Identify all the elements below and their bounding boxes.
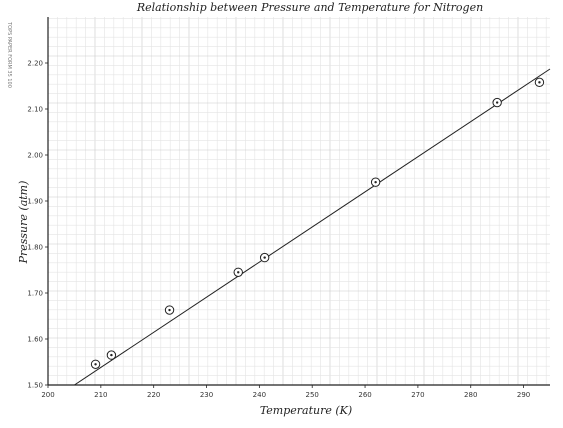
best-fit-line	[74, 68, 551, 386]
x-tick-label: 200	[41, 391, 54, 399]
data-point-dot	[495, 101, 499, 104]
x-tick-label: 270	[411, 391, 424, 399]
data-point-dot	[263, 256, 266, 259]
x-tick-label: 230	[200, 391, 213, 399]
x-tick-labels: 200 210 220 230 240 250 260 270 280 290	[41, 385, 530, 399]
data-point-dot	[110, 353, 113, 357]
y-axis-label: Pressure (atm)	[17, 181, 30, 265]
data-point	[492, 97, 502, 108]
paper-side-note: TOPS PAPER FORM 35 100	[6, 21, 12, 88]
x-tick-label: 250	[306, 391, 319, 399]
data-point-dot	[237, 271, 240, 274]
data-point	[164, 305, 175, 315]
x-tick-label: 290	[517, 391, 530, 399]
graph-paper-grid	[47, 17, 550, 386]
y-tick-labels: 1.50 1.60 1.70 1.80 1.90 2.00 2.10 2.20	[27, 60, 48, 390]
y-tick-label: 2.10	[27, 106, 43, 114]
x-tick-label: 220	[147, 391, 160, 399]
data-point-dot	[374, 180, 377, 184]
fit-line-group	[74, 68, 551, 386]
data-point-dot	[538, 81, 541, 84]
x-axis-label: Temperature (K)	[260, 404, 352, 417]
data-points	[90, 77, 545, 369]
data-point	[90, 359, 101, 369]
y-tick-label: 1.70	[27, 290, 43, 298]
y-tick-label: 2.20	[27, 60, 43, 68]
chart-title: Relationship between Pressure and Temper…	[136, 1, 483, 14]
y-tick-label: 1.90	[27, 198, 43, 206]
y-tick-label: 1.50	[27, 382, 43, 390]
y-tick-label: 1.60	[27, 336, 43, 344]
y-tick-label: 1.80	[27, 244, 43, 252]
data-point-dot	[94, 363, 97, 366]
data-point	[233, 267, 243, 277]
x-tick-label: 210	[94, 391, 107, 399]
data-point	[259, 252, 270, 263]
data-point	[370, 177, 381, 187]
y-tick-label: 2.00	[27, 152, 43, 160]
x-tick-label: 260	[358, 391, 371, 399]
x-tick-label: 280	[464, 391, 477, 399]
data-point	[534, 77, 545, 88]
data-point	[106, 350, 117, 360]
data-point-dot	[168, 308, 171, 312]
x-tick-label: 240	[253, 391, 266, 399]
